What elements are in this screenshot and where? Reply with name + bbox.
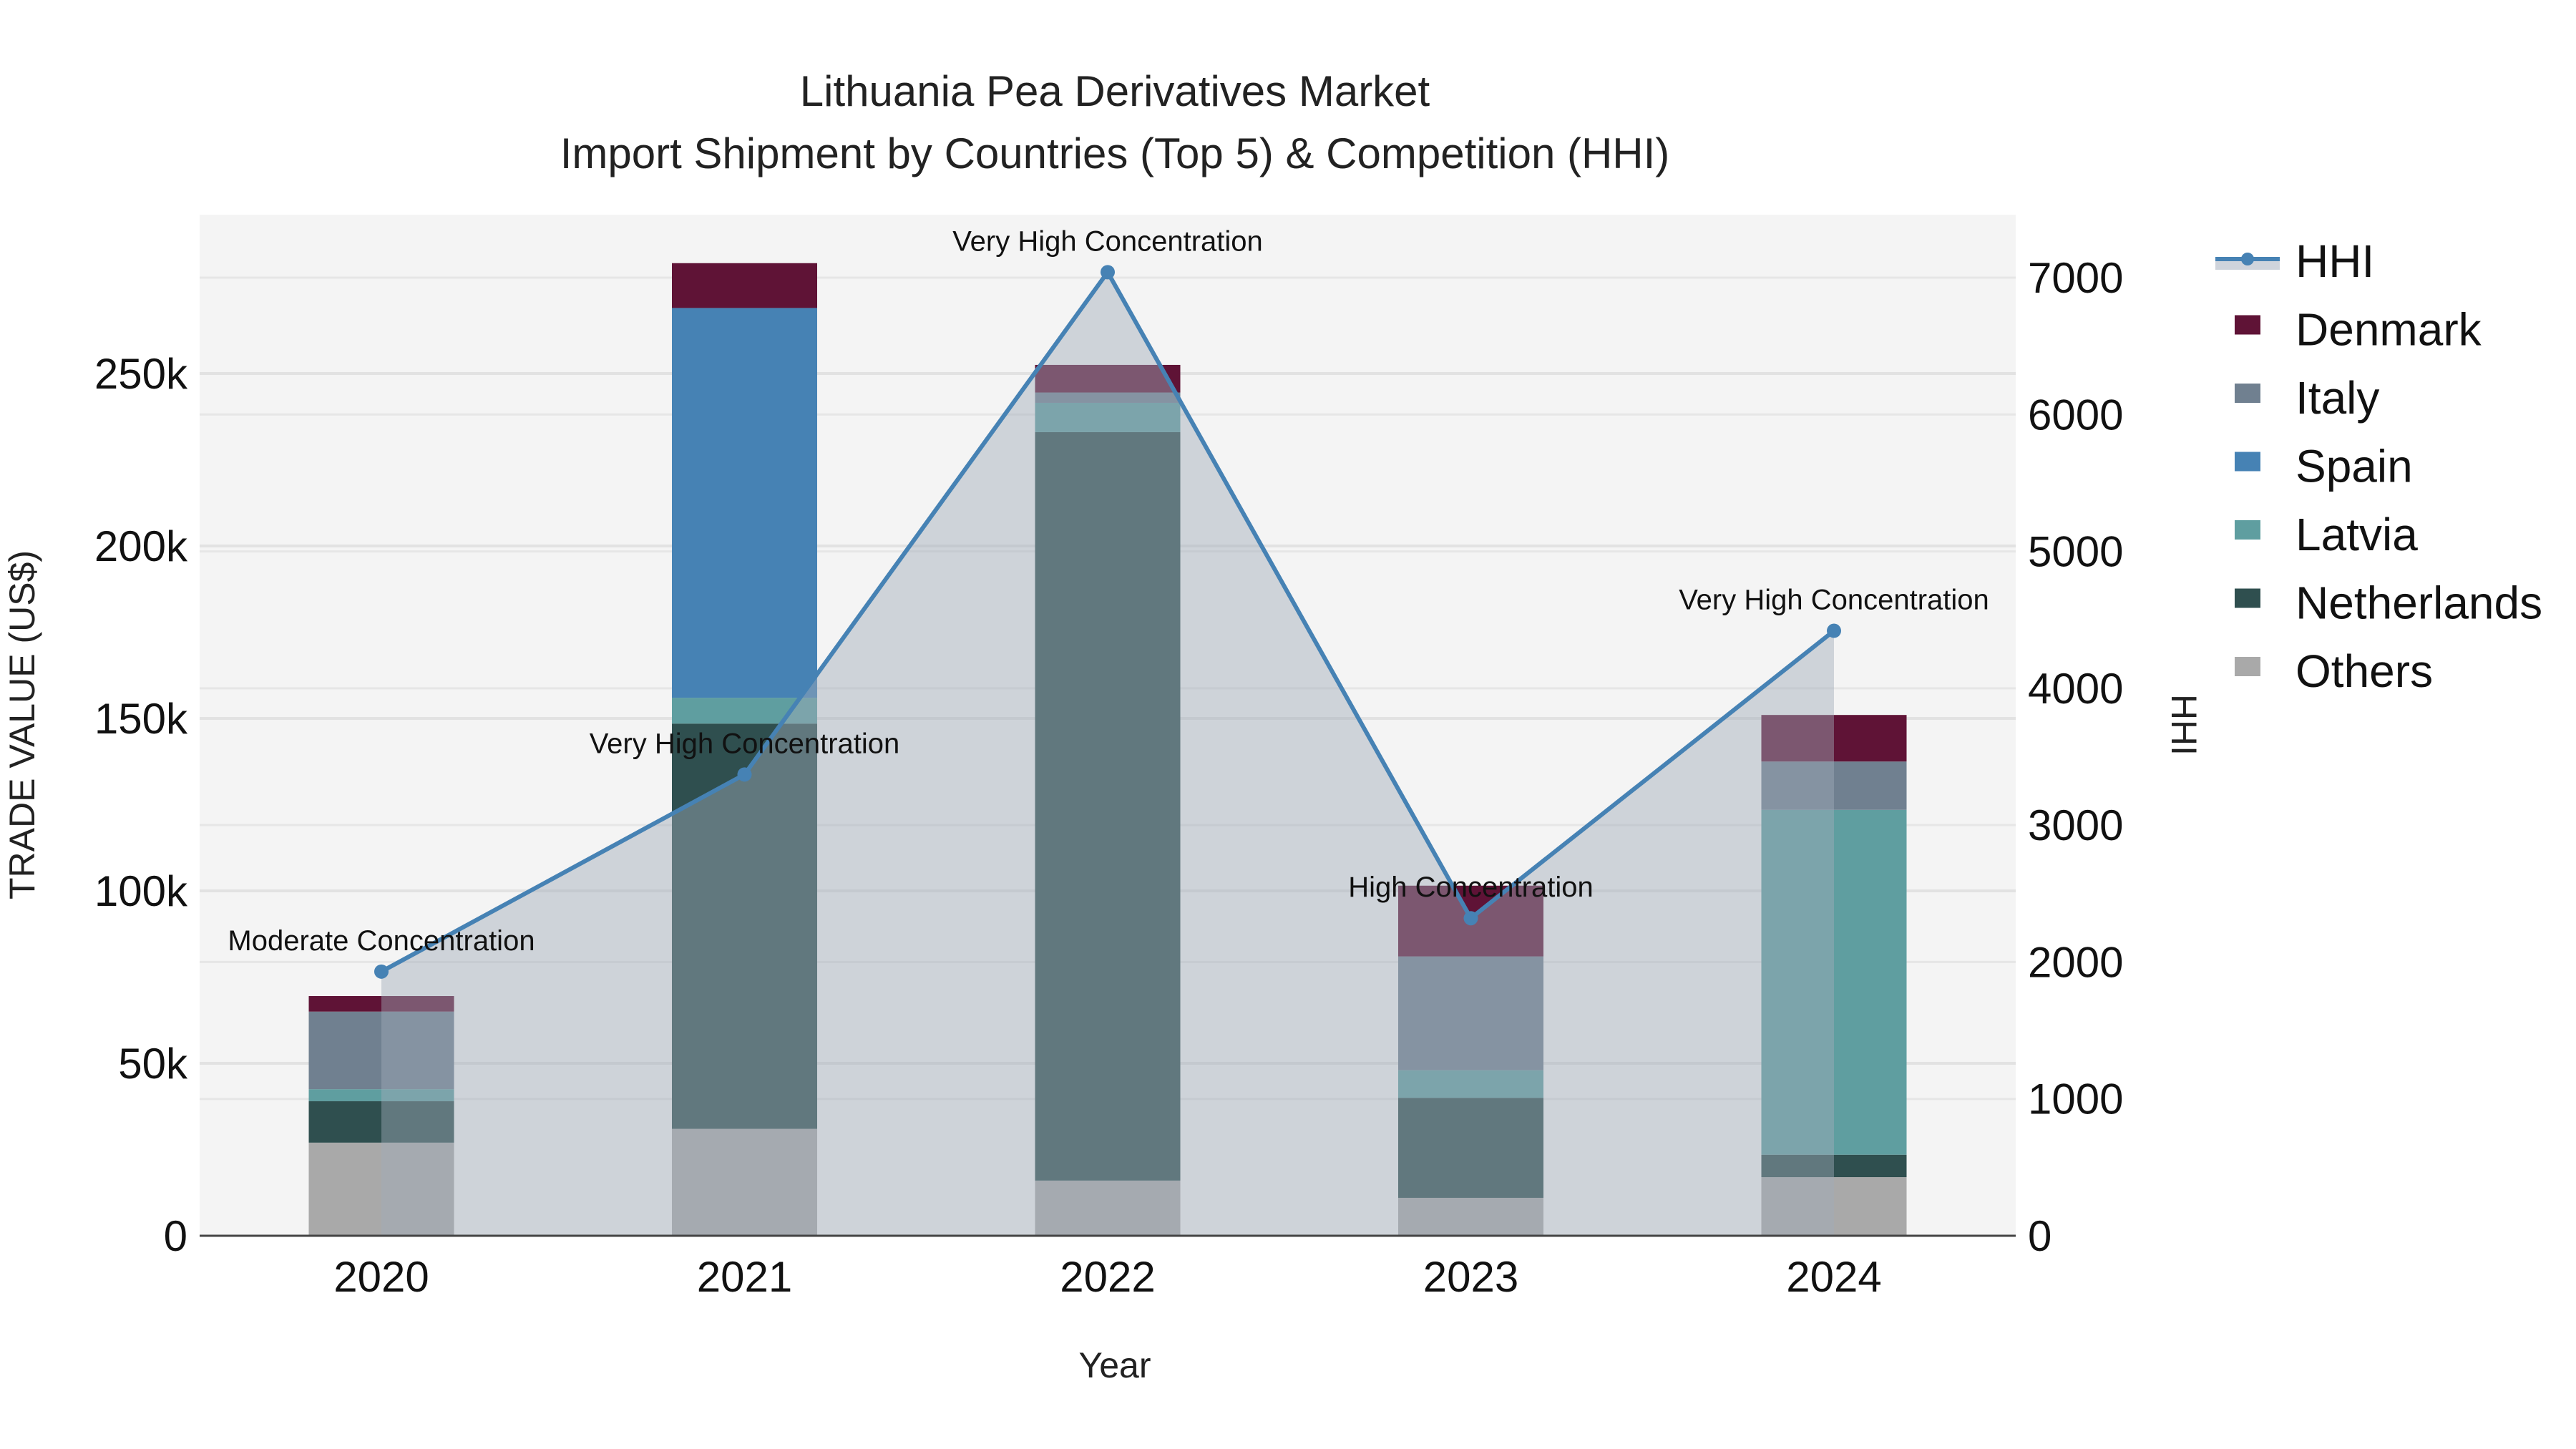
legend-label: Denmark	[2296, 304, 2482, 356]
x-axis-title: Year	[1078, 1345, 1151, 1385]
y-left-tick: 250k	[94, 350, 188, 398]
bar-segment-latvia[interactable]	[1398, 1070, 1543, 1098]
legend: HHI Denmark Italy Spain Latvia Netherlands Oth…	[2215, 235, 2542, 697]
y-right-tick: 7000	[2028, 254, 2123, 302]
x-tick: 2024	[1786, 1253, 1881, 1301]
legend-label: Latvia	[2296, 509, 2418, 560]
chart-title: Lithuania Pea Derivatives Market	[800, 67, 1430, 115]
right-axis-ticks: 0 1000 2000 3000 4000 5000 6000 7000	[2028, 254, 2123, 1260]
bar-segment-italy[interactable]	[1035, 392, 1181, 403]
legend-swatch-icon	[2235, 588, 2260, 608]
hhi-annotations: Moderate Concentration Very High Concentr…	[228, 225, 1989, 956]
bar-segment-others[interactable]	[672, 1128, 817, 1236]
bar-segment-latvia[interactable]	[1761, 809, 1907, 1155]
legend-label: HHI	[2296, 235, 2374, 287]
y-right-axis-title: HHI	[2164, 694, 2204, 756]
hhi-annotation: High Concentration	[1348, 872, 1593, 903]
hhi-annotation: Very High Concentration	[1679, 585, 1989, 616]
legend-label: Others	[2296, 645, 2433, 697]
bar-segment-denmark[interactable]	[308, 996, 454, 1012]
left-axis-ticks: 0 50k 100k 150k 200k 250k	[94, 350, 188, 1260]
bar-segment-italy[interactable]	[1761, 761, 1907, 810]
legend-marker-icon	[2241, 253, 2254, 265]
bar-segment-denmark[interactable]	[1761, 715, 1907, 762]
legend-swatch-icon	[2235, 384, 2260, 403]
legend-item-denmark[interactable]: Denmark	[2235, 304, 2482, 356]
x-tick: 2023	[1423, 1253, 1518, 1301]
y-right-tick: 1000	[2028, 1075, 2123, 1123]
bar-segment-others[interactable]	[1035, 1180, 1181, 1236]
legend-swatch-icon	[2235, 315, 2260, 335]
hhi-area	[381, 272, 1834, 1236]
legend-item-latvia[interactable]: Latvia	[2235, 509, 2418, 560]
y-right-tick: 6000	[2028, 391, 2123, 439]
legend-item-netherlands[interactable]: Netherlands	[2235, 577, 2542, 629]
bar-segment-netherlands[interactable]	[1398, 1098, 1543, 1198]
x-tick: 2020	[333, 1253, 429, 1301]
hhi-annotation: Very High Concentration	[952, 225, 1263, 257]
hhi-marker[interactable]	[374, 964, 389, 979]
hhi-fill-area	[381, 272, 1834, 1236]
y-right-tick: 5000	[2028, 528, 2123, 576]
bar-segment-others[interactable]	[1761, 1177, 1907, 1236]
bar-segment-others[interactable]	[1398, 1197, 1543, 1236]
bar-segment-netherlands[interactable]	[1035, 431, 1181, 1181]
legend-item-hhi[interactable]: HHI	[2215, 235, 2374, 287]
legend-swatch-icon	[2235, 520, 2260, 540]
y-left-tick: 0	[164, 1212, 187, 1260]
legend-item-others[interactable]: Others	[2235, 645, 2433, 697]
bar-segment-spain[interactable]	[672, 308, 817, 698]
hhi-annotation: Moderate Concentration	[228, 925, 535, 957]
hhi-marker[interactable]	[737, 767, 752, 782]
legend-label: Spain	[2296, 441, 2413, 492]
x-tick: 2022	[1060, 1253, 1155, 1301]
legend-label: Netherlands	[2296, 577, 2542, 629]
bar-segment-denmark[interactable]	[672, 263, 817, 308]
bar-segment-italy[interactable]	[308, 1011, 454, 1090]
y-left-tick: 150k	[94, 695, 188, 743]
hhi-line	[374, 265, 1841, 979]
bar-segment-netherlands[interactable]	[308, 1101, 454, 1143]
legend-swatch-icon	[2235, 452, 2260, 472]
bar-segment-latvia[interactable]	[1035, 402, 1181, 432]
bar-segment-netherlands[interactable]	[672, 723, 817, 1129]
bar-segment-latvia[interactable]	[308, 1089, 454, 1102]
hhi-annotation: Very High Concentration	[590, 728, 900, 759]
legend-item-italy[interactable]: Italy	[2235, 372, 2379, 424]
y-right-tick: 0	[2028, 1212, 2051, 1260]
y-left-axis-title: TRADE VALUE (US$)	[2, 550, 42, 899]
hhi-marker[interactable]	[1827, 623, 1841, 638]
y-right-tick: 2000	[2028, 938, 2123, 986]
x-tick: 2021	[697, 1253, 792, 1301]
y-left-tick: 200k	[94, 522, 188, 570]
stacked-bars	[308, 263, 1907, 1236]
legend-item-spain[interactable]: Spain	[2235, 441, 2413, 492]
y-right-tick: 4000	[2028, 665, 2123, 713]
legend-label: Italy	[2296, 372, 2379, 424]
hhi-marker[interactable]	[1101, 265, 1115, 280]
y-right-tick: 3000	[2028, 801, 2123, 849]
bar-segment-netherlands[interactable]	[1761, 1154, 1907, 1178]
y-left-tick: 100k	[94, 867, 188, 915]
bar-segment-denmark[interactable]	[1035, 364, 1181, 393]
y-left-tick: 50k	[118, 1040, 188, 1088]
bar-segment-others[interactable]	[308, 1142, 454, 1236]
chart-subtitle: Import Shipment by Countries (Top 5) & C…	[560, 130, 1670, 177]
legend-swatch-icon	[2235, 657, 2260, 676]
bar-segment-italy[interactable]	[1398, 956, 1543, 1070]
hhi-marker[interactable]	[1463, 911, 1478, 926]
x-axis-ticks: 2020 2021 2022 2023 2024	[333, 1253, 1881, 1301]
